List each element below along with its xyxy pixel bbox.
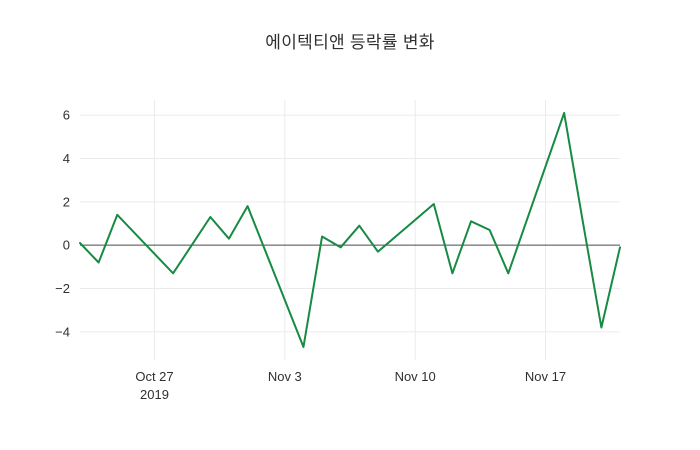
y-tick-label: 2	[63, 194, 70, 209]
y-tick-label: 0	[63, 238, 70, 253]
x-tick-year-label: 2019	[140, 387, 169, 402]
x-tick-label: Oct 27	[135, 369, 173, 384]
x-tick-label: Nov 10	[395, 369, 436, 384]
y-tick-label: 6	[63, 108, 70, 123]
y-tick-label: −2	[55, 281, 70, 296]
y-tick-label: 4	[63, 151, 70, 166]
data-line	[79, 112, 621, 348]
x-tick-label: Nov 3	[268, 369, 302, 384]
y-tick-label: −4	[55, 324, 70, 339]
x-tick-label: Nov 17	[525, 369, 566, 384]
chart-title: 에이텍티앤 등락률 변화	[265, 33, 435, 52]
